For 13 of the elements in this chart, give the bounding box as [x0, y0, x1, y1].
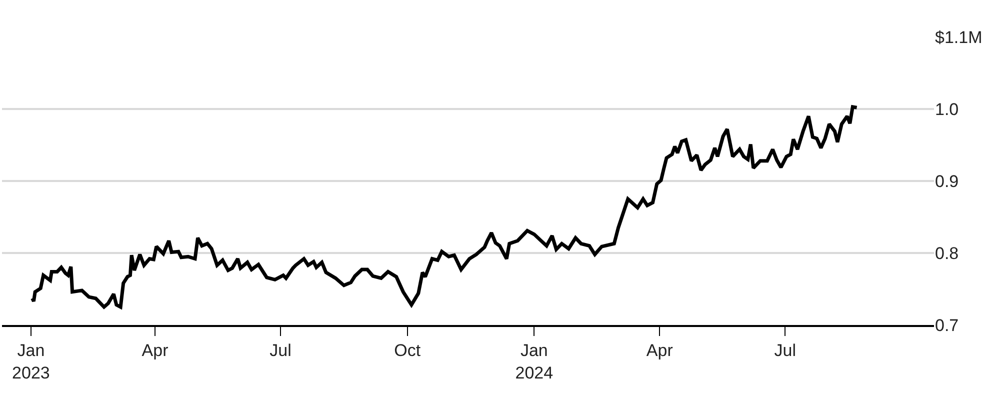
- y-tick-label: 0.9: [935, 172, 959, 191]
- line-series: [30, 105, 859, 309]
- x-tick-label: Jan 2024: [515, 341, 554, 382]
- x-tick-label: Jul: [774, 341, 796, 360]
- y-tick-label: 0.7: [935, 316, 959, 335]
- y-tick-label: $1.1M: [935, 28, 982, 47]
- y-tick-label: 0.8: [935, 244, 959, 263]
- y-tick-label: 1.0: [935, 100, 959, 119]
- x-tick-label: Jul: [270, 341, 292, 360]
- x-tick-label: Oct: [394, 341, 421, 360]
- x-tick-label: Apr: [646, 341, 674, 360]
- x-tick-label: Apr: [142, 341, 169, 360]
- x-tick-label: Jan 2023: [12, 341, 50, 382]
